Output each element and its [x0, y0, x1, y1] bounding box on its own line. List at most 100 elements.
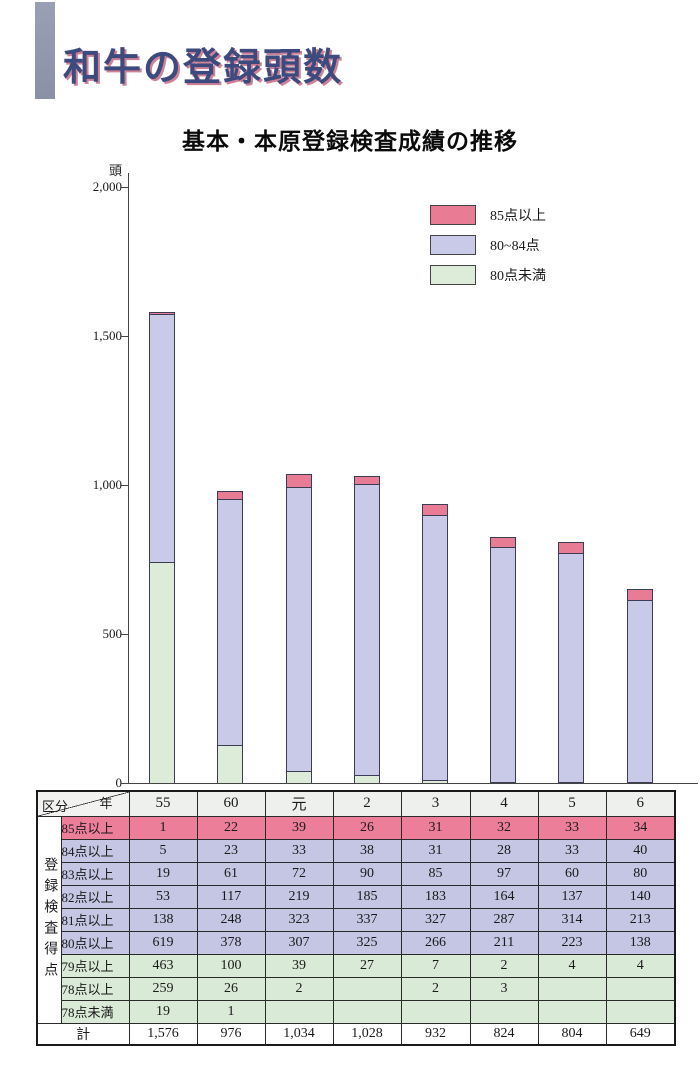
value-cell: 7 — [400, 953, 471, 978]
value-cell: 39 — [264, 815, 334, 840]
bar-segment — [559, 781, 584, 783]
bar-segment — [491, 537, 516, 547]
year-header-cell: 3 — [400, 790, 471, 817]
value-cell: 23 — [196, 838, 266, 863]
value-cell: 117 — [196, 884, 266, 909]
value-cell: 27 — [332, 953, 402, 978]
value-cell: 259 — [128, 976, 198, 1001]
chart-title: 基本・本原登録検査成績の推移 — [182, 128, 518, 154]
corner-label-kubun: 区分 — [42, 798, 69, 814]
bar-segment — [286, 770, 311, 783]
total-value-cell: 804 — [537, 1022, 607, 1045]
total-value-cell: 932 — [400, 1022, 471, 1045]
value-cell — [537, 999, 607, 1024]
y-tick-label: 500 — [102, 626, 123, 641]
value-cell: 31 — [400, 815, 471, 840]
y-tick-label: 0 — [115, 775, 123, 790]
value-cell: 325 — [332, 930, 402, 955]
y-tick-label: 2,000 — [92, 179, 122, 194]
value-cell: 22 — [196, 815, 266, 840]
value-cell: 307 — [264, 930, 334, 955]
value-cell: 619 — [128, 930, 198, 955]
bar-segment — [627, 599, 652, 782]
y-tick-label: 1,000 — [92, 477, 122, 492]
legend-item: 85点以上 — [430, 205, 546, 225]
row-label-cell: 81点以上 — [60, 907, 130, 932]
year-header-cell: 5 — [537, 790, 607, 817]
value-cell: 223 — [537, 930, 607, 955]
bar-segment — [150, 313, 175, 563]
bar-segment — [422, 514, 447, 781]
value-cell: 327 — [400, 907, 471, 932]
bar-segment — [627, 589, 652, 600]
total-value-cell: 824 — [469, 1022, 539, 1045]
value-cell — [332, 999, 402, 1024]
year-header-cell: 55 — [128, 790, 198, 817]
legend-swatch-lavender — [430, 235, 476, 255]
value-cell: 60 — [537, 861, 607, 886]
table-row: 84点以上 5 23 33 38 31 28 33 40 — [37, 838, 676, 863]
value-cell — [264, 999, 334, 1024]
row-label-cell: 78点以上 — [60, 976, 130, 1001]
stacked-bar-4 — [490, 536, 517, 783]
bar-segment — [627, 781, 652, 783]
bar-segment — [422, 505, 447, 515]
value-cell: 61 — [196, 861, 266, 886]
stacked-bar-6 — [626, 588, 653, 783]
row-label-cell: 82点以上 — [60, 884, 130, 909]
total-value-cell: 649 — [605, 1022, 676, 1045]
total-value-cell: 976 — [196, 1022, 266, 1045]
stacked-bar-2 — [353, 475, 380, 783]
value-cell: 19 — [128, 999, 198, 1024]
total-value-cell: 1,576 — [128, 1022, 198, 1045]
value-cell: 33 — [264, 838, 334, 863]
legend-label: 80~84点 — [490, 239, 540, 254]
year-header-cell: 4 — [469, 790, 539, 817]
value-cell: 323 — [264, 907, 334, 932]
legend-swatch-pink — [430, 205, 476, 225]
value-cell: 32 — [469, 815, 539, 840]
value-cell: 287 — [469, 907, 539, 932]
bar-segment — [559, 543, 584, 554]
value-cell: 34 — [605, 815, 676, 840]
value-cell: 2 — [264, 976, 334, 1001]
value-cell: 26 — [196, 976, 266, 1001]
y-axis-line — [128, 173, 129, 784]
stacked-bar-60 — [217, 491, 244, 783]
value-cell: 138 — [128, 907, 198, 932]
y-axis-unit-label: 頭 — [108, 163, 122, 178]
value-cell: 40 — [605, 838, 676, 863]
value-cell: 2 — [400, 976, 471, 1001]
y-tick-mark — [121, 783, 128, 784]
bar-segment — [354, 484, 379, 775]
value-cell: 90 — [332, 861, 402, 886]
value-cell: 213 — [605, 907, 676, 932]
value-cell: 53 — [128, 884, 198, 909]
value-cell — [605, 999, 676, 1024]
bar-segment — [559, 553, 584, 782]
bar-segment — [286, 474, 311, 487]
value-cell: 2 — [469, 953, 539, 978]
row-label-cell: 84点以上 — [60, 838, 130, 863]
side-label-text: 登録検査得点 — [42, 856, 58, 983]
value-cell: 28 — [469, 838, 539, 863]
value-cell: 5 — [128, 838, 198, 863]
value-cell: 72 — [264, 861, 334, 886]
total-label-cell: 計 — [36, 1022, 130, 1045]
bar-segment — [218, 498, 243, 746]
value-cell: 1 — [196, 999, 266, 1024]
legend-label: 80点未満 — [490, 269, 546, 284]
total-value-cell: 1,028 — [332, 1022, 402, 1045]
value-cell: 4 — [605, 953, 676, 978]
year-header-cell: 6 — [605, 790, 676, 817]
bar-segment — [354, 476, 379, 485]
bar-segment — [354, 775, 379, 783]
value-cell: 266 — [400, 930, 471, 955]
year-header-cell: 元 — [264, 790, 334, 817]
value-cell: 80 — [605, 861, 676, 886]
legend-swatch-green — [430, 265, 476, 285]
total-value-cell: 1,034 — [264, 1022, 334, 1045]
value-cell — [469, 999, 539, 1024]
row-label-cell: 83点以上 — [60, 861, 130, 886]
